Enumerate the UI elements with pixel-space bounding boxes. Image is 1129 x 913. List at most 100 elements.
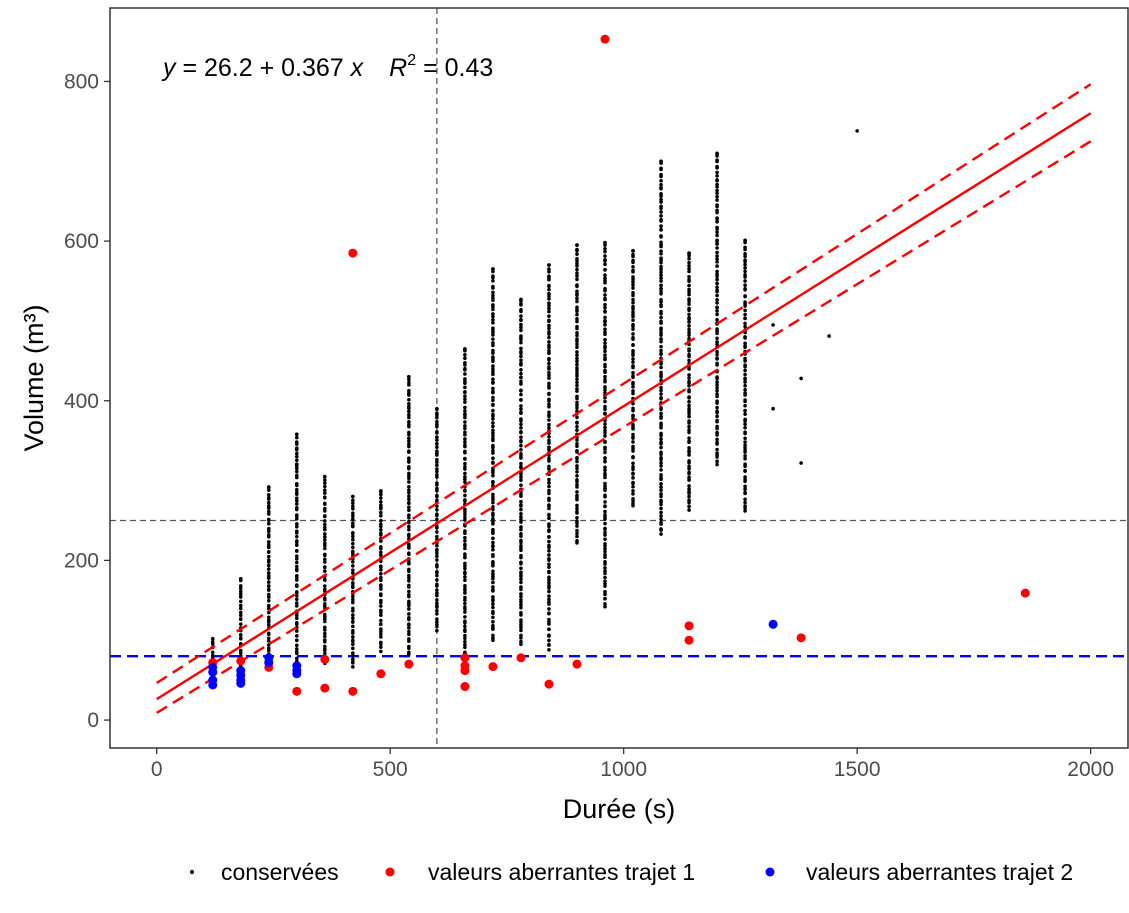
point-conservees [687,475,691,480]
point-conservees [743,436,747,441]
point-conservees [687,446,691,450]
point-conservees [631,277,635,282]
point-conservees [519,610,523,615]
point-conservees [294,613,299,618]
point-conservees [547,535,551,539]
point-conservees [519,628,523,633]
point-conservees [659,315,663,320]
point-conservees [407,589,411,594]
point-conservees [575,482,579,487]
point-conservees [435,543,439,548]
point-conservees [519,325,523,330]
point-conservees [491,456,495,461]
point-conservees [519,570,523,575]
point-conservees [603,493,607,498]
point-conservees [266,618,271,622]
point-conservees [547,340,551,344]
point-conservees [631,455,635,459]
point-conservees [491,431,495,435]
point-aberrante-trajet-1 [236,656,246,666]
point-conservees [575,438,579,442]
point-conservees [575,359,579,364]
point-conservees [575,380,579,385]
point-conservees [547,488,551,493]
point-conservees [659,421,663,426]
point-conservees [603,553,607,557]
point-conservees [603,509,607,514]
point-conservees [294,590,299,594]
point-conservees [266,603,271,608]
confidence-band [156,83,1092,714]
point-conservees [715,399,719,403]
point-conservees [715,380,719,384]
point-conservees [435,601,439,606]
point-conservees [575,444,579,449]
point-conservees [407,519,411,524]
point-conservees [659,309,663,314]
point-conservees [547,583,551,588]
point-conservees [715,216,719,220]
point-conservees [659,183,663,187]
point-conservees [435,449,439,454]
point-conservees [491,395,495,400]
point-conservees [294,432,299,437]
point-conservees [294,462,299,466]
point-conservees [659,185,663,190]
point-conservees [547,581,551,585]
point-conservees [491,585,495,589]
point-conservees [407,380,411,385]
point-conservees [603,596,607,601]
point-conservees [519,606,523,610]
point-conservees [463,529,467,533]
point-conservees [575,387,579,391]
point-aberrante-trajet-1 [292,686,302,696]
point-conservees [547,516,551,521]
point-conservees [547,549,551,553]
series-aberrantes-trajet-2 [208,619,778,690]
point-conservees [715,260,719,264]
point-conservees [603,434,607,438]
point-conservees [463,488,467,493]
point-conservees [294,616,299,621]
point-conservees [659,485,663,489]
point-conservees [575,319,579,324]
point-conservees [491,536,495,541]
point-conservees [575,283,579,287]
point-conservees [547,356,551,361]
point-conservees [323,557,327,562]
point-conservees [519,361,523,366]
equation-y-symbol: y [161,54,177,82]
point-conservees [294,604,299,608]
point-conservees [659,260,663,265]
point-conservees [463,415,467,420]
point-conservees [519,642,523,647]
point-conservees [743,500,747,505]
point-conservees [519,388,523,393]
point-conservees [491,296,495,300]
point-conservees [323,602,327,606]
point-conservees [491,595,495,599]
point-conservees [547,553,551,557]
point-conservees [743,335,747,339]
point-conservees [266,643,271,647]
point-conservees [491,517,495,521]
point-conservees [575,371,579,376]
point-conservees [659,267,663,272]
point-conservees [687,388,691,392]
point-conservees [715,386,719,390]
point-conservees [323,522,327,527]
point-aberrante-trajet-1 [460,661,470,671]
point-conservees [659,514,663,518]
point-conservees [575,243,579,247]
point-conservees [659,234,663,238]
point-conservees [519,511,523,516]
point-conservees [743,308,747,313]
point-conservees [659,200,663,204]
point-conservees [743,403,747,408]
point-conservees [463,518,467,522]
point-conservees [210,650,215,655]
point-aberrante-trajet-1 [488,662,498,672]
point-conservees [351,624,355,629]
point-conservees [519,452,523,456]
point-conservees [659,240,663,245]
